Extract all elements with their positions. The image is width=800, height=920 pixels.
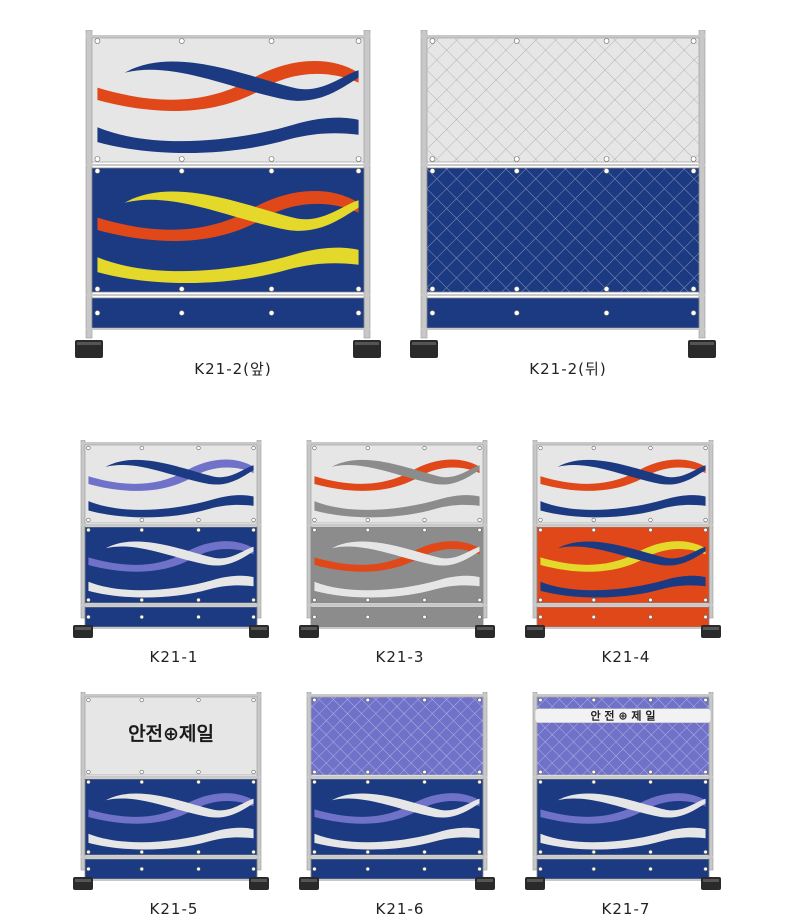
fence-post-left bbox=[532, 440, 538, 619]
fence-drawing bbox=[75, 30, 381, 358]
fence-drawing bbox=[525, 440, 721, 638]
fence-k21-2-back bbox=[407, 30, 719, 360]
kick-panel bbox=[310, 606, 484, 628]
middle-wave-ribbon bbox=[331, 541, 480, 566]
caption-k21-2-front: K21-2(앞) bbox=[194, 360, 272, 378]
fence-drawing bbox=[299, 440, 495, 638]
fence-base-left bbox=[525, 877, 545, 890]
caption-k21-1: K21-1 bbox=[149, 648, 199, 666]
top-wave-ribbon bbox=[105, 459, 254, 485]
fence-post-left bbox=[80, 440, 86, 619]
middle-wave-ribbon bbox=[314, 793, 480, 824]
caption-k21-2-back: K21-2(뒤) bbox=[529, 360, 607, 378]
middle-wave-ribbon bbox=[557, 793, 706, 818]
fence-post-right bbox=[482, 692, 488, 871]
caption-k21-5: K21-5 bbox=[149, 900, 199, 918]
fence-post-left bbox=[306, 440, 312, 619]
middle-wave-ribbon bbox=[557, 541, 706, 566]
middle-wave-ribbon bbox=[97, 191, 359, 241]
fence-drawing: 안전⊕제일 bbox=[73, 692, 269, 890]
fence-post-left bbox=[80, 692, 86, 871]
top-wave-ribbon bbox=[97, 117, 359, 154]
fence-base-right bbox=[701, 625, 721, 638]
fence-post-right bbox=[256, 440, 262, 619]
middle-wave-ribbon bbox=[88, 575, 254, 598]
middle-wave-ribbon bbox=[97, 247, 359, 284]
fence-base-left bbox=[73, 625, 93, 638]
kick-panel bbox=[536, 606, 710, 628]
fence-post-left bbox=[420, 30, 428, 339]
kick-panel bbox=[310, 858, 484, 880]
fence-base-left bbox=[73, 877, 93, 890]
middle-wave-ribbon bbox=[124, 191, 359, 231]
fence-drawing bbox=[299, 692, 495, 890]
fence-k21-1 bbox=[72, 440, 270, 640]
fence-k21-3 bbox=[298, 440, 496, 640]
top-wave-ribbon bbox=[540, 495, 706, 518]
fence-drawing bbox=[73, 440, 269, 638]
middle-wave-ribbon bbox=[540, 827, 706, 850]
kick-panel bbox=[91, 297, 365, 329]
fence-base-left bbox=[299, 625, 319, 638]
fence-post-left bbox=[85, 30, 93, 339]
fence-k21-7: 안 전 ⊕ 제 일 bbox=[524, 692, 722, 892]
middle-wave-ribbon bbox=[314, 575, 480, 598]
kick-panel bbox=[536, 858, 710, 880]
fence-base-left bbox=[299, 877, 319, 890]
fence-base-left bbox=[525, 625, 545, 638]
caption-k21-3: K21-3 bbox=[375, 648, 425, 666]
middle-wave-ribbon bbox=[88, 541, 254, 572]
middle-wave-ribbon bbox=[88, 827, 254, 850]
fence-post-right bbox=[482, 440, 488, 619]
top-wave-ribbon bbox=[88, 459, 254, 491]
middle-wave-ribbon bbox=[540, 793, 706, 824]
fence-post-right bbox=[698, 30, 706, 339]
middle-wave-ribbon bbox=[314, 827, 480, 850]
panel-banner-text: 안 전 ⊕ 제 일 bbox=[590, 709, 655, 723]
fence-k21-6 bbox=[298, 692, 496, 892]
fence-post-right bbox=[256, 692, 262, 871]
fence-post-right bbox=[708, 440, 714, 619]
top-wave-ribbon bbox=[124, 61, 359, 101]
caption-k21-4: K21-4 bbox=[601, 648, 651, 666]
middle-wave-ribbon bbox=[540, 575, 706, 598]
top-wave-ribbon bbox=[88, 495, 254, 518]
fence-k21-5: 안전⊕제일 bbox=[72, 692, 270, 892]
middle-wave-ribbon bbox=[314, 541, 480, 572]
top-wave-ribbon bbox=[97, 61, 359, 111]
kick-panel bbox=[84, 606, 258, 628]
middle-wave-ribbon bbox=[88, 793, 254, 824]
top-wave-ribbon bbox=[557, 459, 706, 485]
fence-base-right bbox=[249, 877, 269, 890]
fence-base-right bbox=[475, 625, 495, 638]
panel-banner-text: 안전⊕제일 bbox=[128, 723, 214, 745]
top-panel bbox=[84, 696, 258, 776]
middle-wave-ribbon bbox=[105, 541, 254, 566]
kick-panel bbox=[84, 858, 258, 880]
middle-wave-ribbon bbox=[540, 541, 706, 572]
top-wave-ribbon bbox=[314, 495, 480, 518]
top-wave-ribbon bbox=[331, 459, 480, 485]
fence-drawing bbox=[410, 30, 716, 358]
fence-k21-4 bbox=[524, 440, 722, 640]
caption-k21-7: K21-7 bbox=[601, 900, 651, 918]
caption-k21-6: K21-6 bbox=[375, 900, 425, 918]
top-wave-ribbon bbox=[540, 459, 706, 491]
kick-panel bbox=[426, 297, 700, 329]
fence-base-right bbox=[249, 625, 269, 638]
middle-wave-ribbon bbox=[331, 793, 480, 818]
fence-post-left bbox=[306, 692, 312, 871]
fence-drawing: 안 전 ⊕ 제 일 bbox=[525, 692, 721, 890]
top-wave-ribbon bbox=[314, 459, 480, 491]
fence-post-right bbox=[363, 30, 371, 339]
fence-base-right bbox=[701, 877, 721, 890]
fence-k21-2-front bbox=[72, 30, 384, 360]
fence-base-right bbox=[475, 877, 495, 890]
middle-wave-ribbon bbox=[105, 793, 254, 818]
